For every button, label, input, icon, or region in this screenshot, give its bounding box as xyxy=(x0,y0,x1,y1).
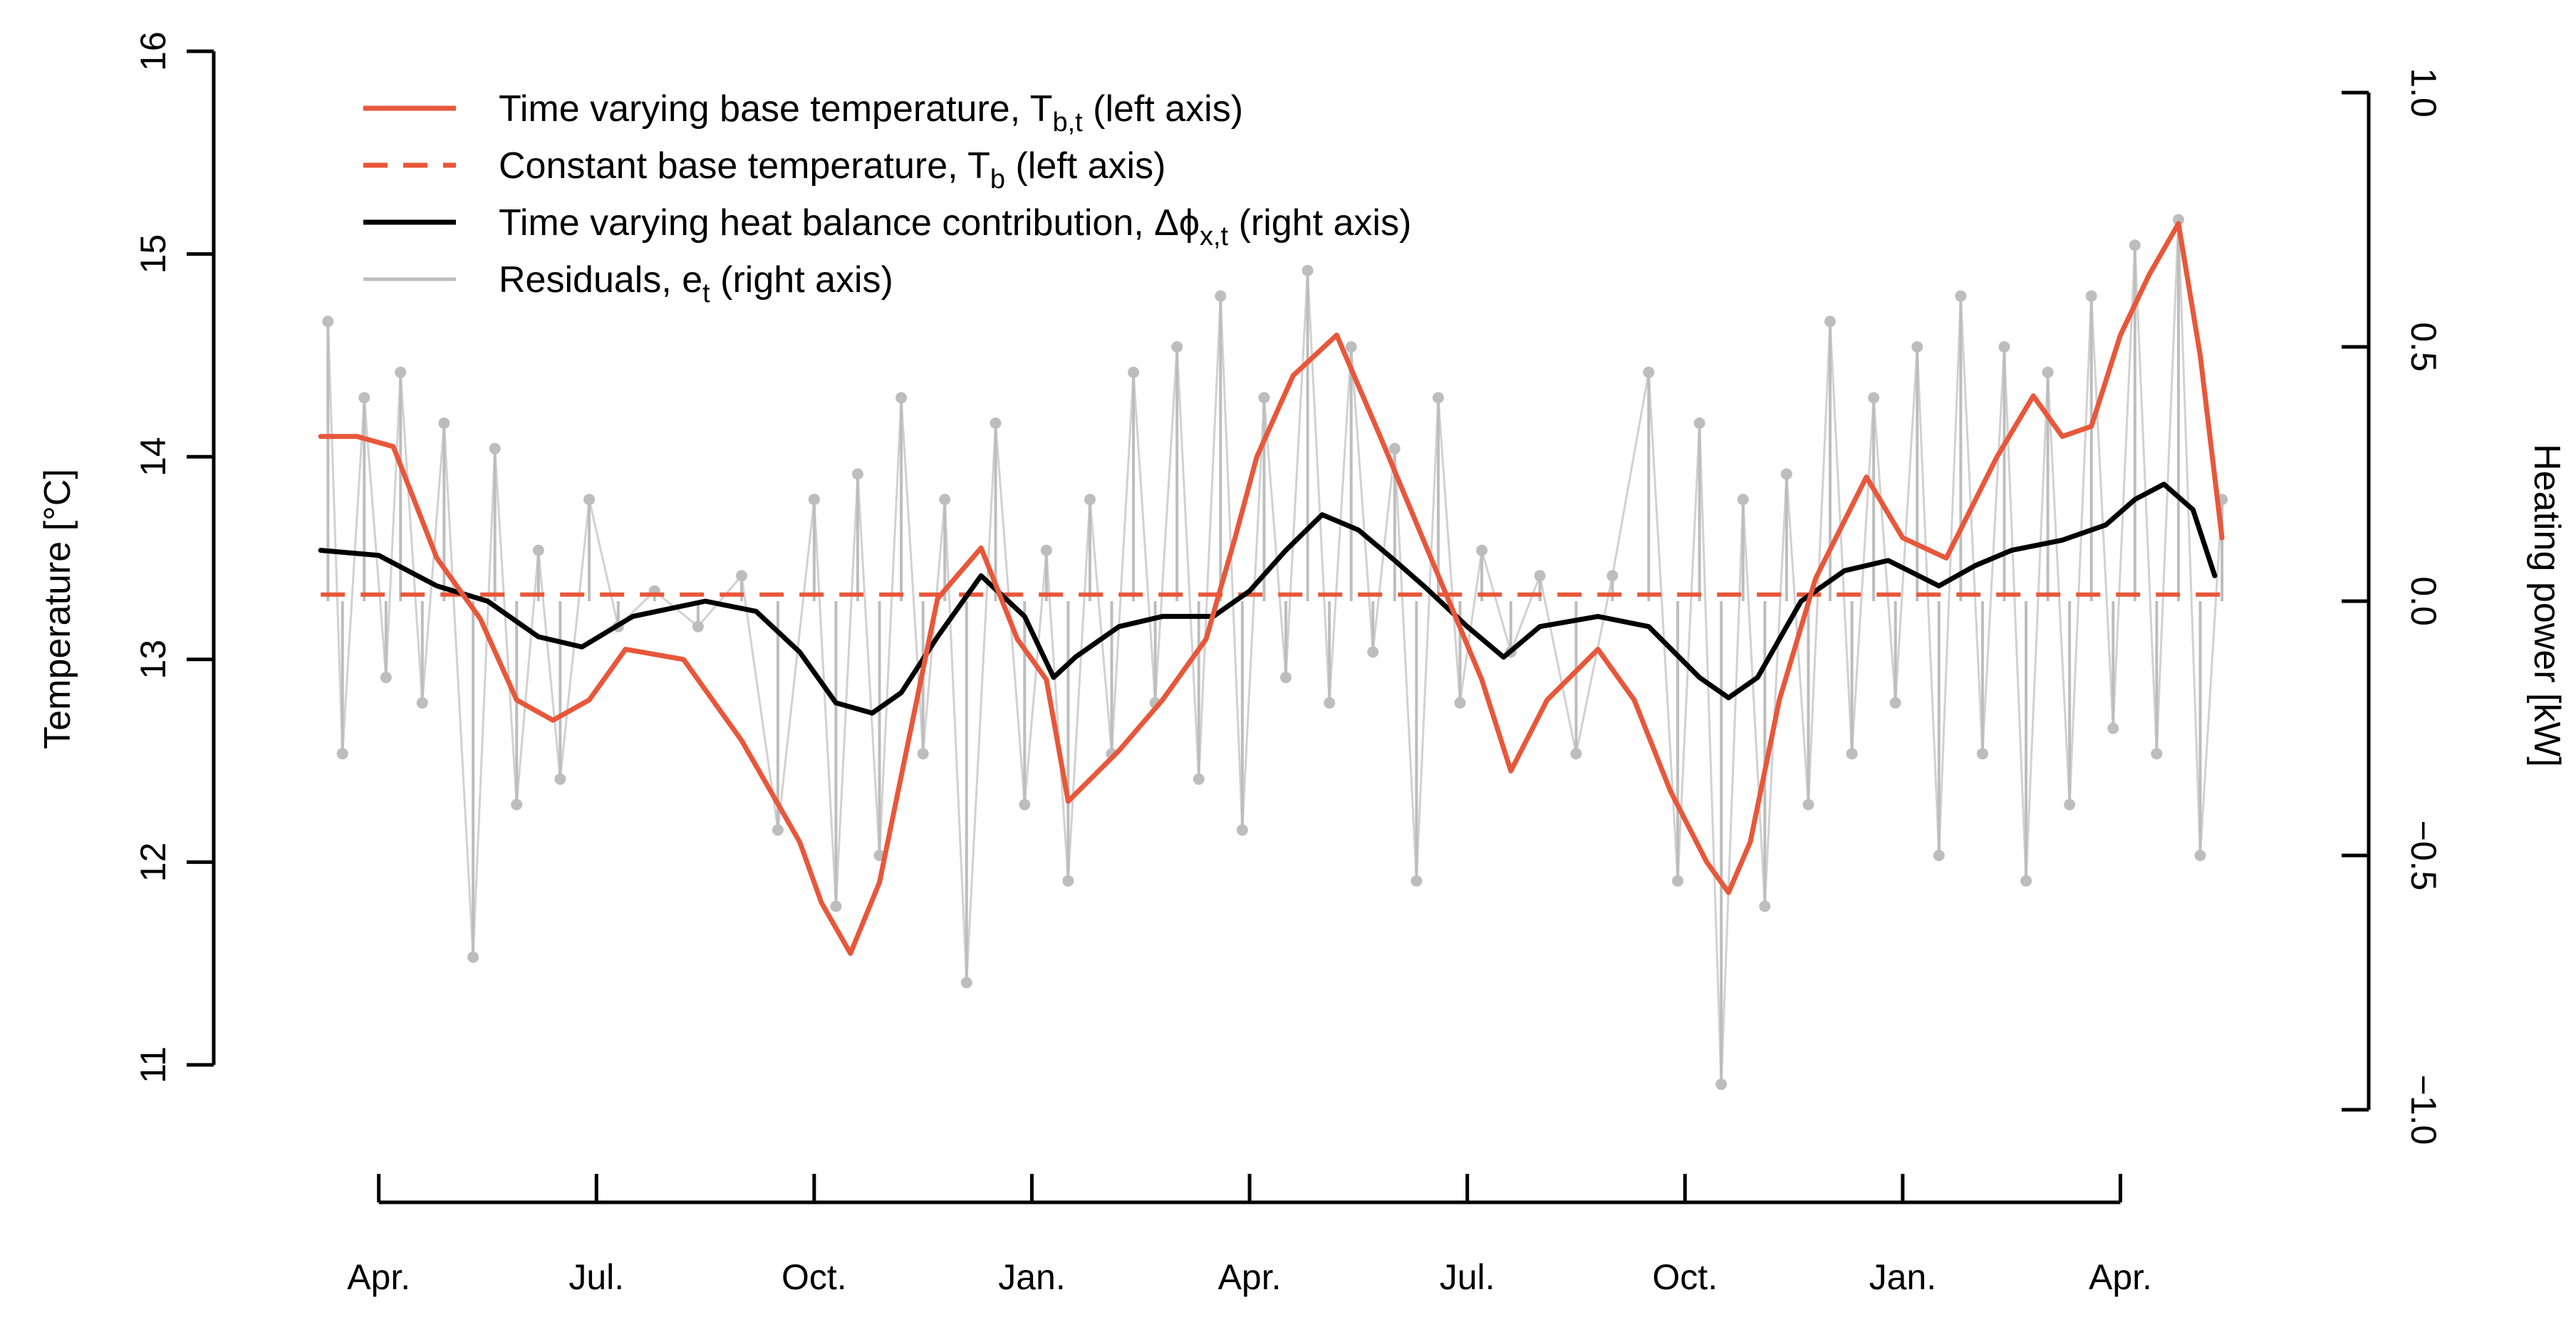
bottom-tick-label: Apr. xyxy=(1218,1257,1282,1297)
bottom-tick-label: Jan. xyxy=(998,1257,1066,1297)
series-time-varying-heat-balance-contribution-x-t xyxy=(318,482,2218,716)
bottom-tick-label: Jan. xyxy=(1869,1257,1937,1297)
series-residuals-et xyxy=(322,214,2228,1091)
legend: Time varying base temperature, Tb,t (lef… xyxy=(363,88,1411,308)
series-line xyxy=(318,482,2218,716)
legend-label: Residuals, et (right axis) xyxy=(499,259,893,308)
left-axis: 11 12 13 14 15 16 xyxy=(133,31,216,1083)
right-tick-label: −0.5 xyxy=(2404,821,2443,891)
left-tick-label: 14 xyxy=(133,437,173,477)
bottom-tick-label: Apr. xyxy=(2089,1257,2152,1297)
plot-layer xyxy=(318,214,2228,1091)
right-tick-label: −1.0 xyxy=(2404,1075,2443,1145)
legend-label: Constant base temperature, Tb (left axis… xyxy=(499,145,1165,194)
left-tick-label: 11 xyxy=(133,1046,173,1083)
left-tick-label: 13 xyxy=(133,640,173,680)
right-tick-label: 1.0 xyxy=(2404,68,2443,118)
legend-label: Time varying heat balance contribution, … xyxy=(499,202,1411,251)
series-time-varying-base-temperature-tb-t xyxy=(318,221,2225,956)
bottom-axis: Apr. Jul. Oct. Jan. Apr. Jul. Oct. Jan. Apr. xyxy=(347,1174,2152,1297)
left-tick-label: 16 xyxy=(133,31,173,71)
bottom-tick-label: Oct. xyxy=(781,1257,847,1297)
right-axis: −1.0 −0.5 0.0 0.5 1.0 xyxy=(2342,68,2443,1145)
left-tick-label: 12 xyxy=(133,843,173,883)
right-axis-title: Heating power [kW] xyxy=(2526,444,2567,767)
left-tick-label: 15 xyxy=(133,234,173,274)
bottom-tick-label: Apr. xyxy=(347,1257,410,1297)
left-axis-title: Temperature [°C] xyxy=(37,469,78,749)
series-line xyxy=(318,221,2225,956)
right-tick-label: 0.5 xyxy=(2404,322,2443,372)
bottom-tick-label: Jul. xyxy=(568,1257,624,1297)
right-tick-label: 0.0 xyxy=(2404,576,2443,626)
bottom-tick-label: Jul. xyxy=(1440,1257,1495,1297)
legend-label: Time varying base temperature, Tb,t (lef… xyxy=(499,88,1243,137)
bottom-tick-label: Oct. xyxy=(1652,1257,1718,1297)
